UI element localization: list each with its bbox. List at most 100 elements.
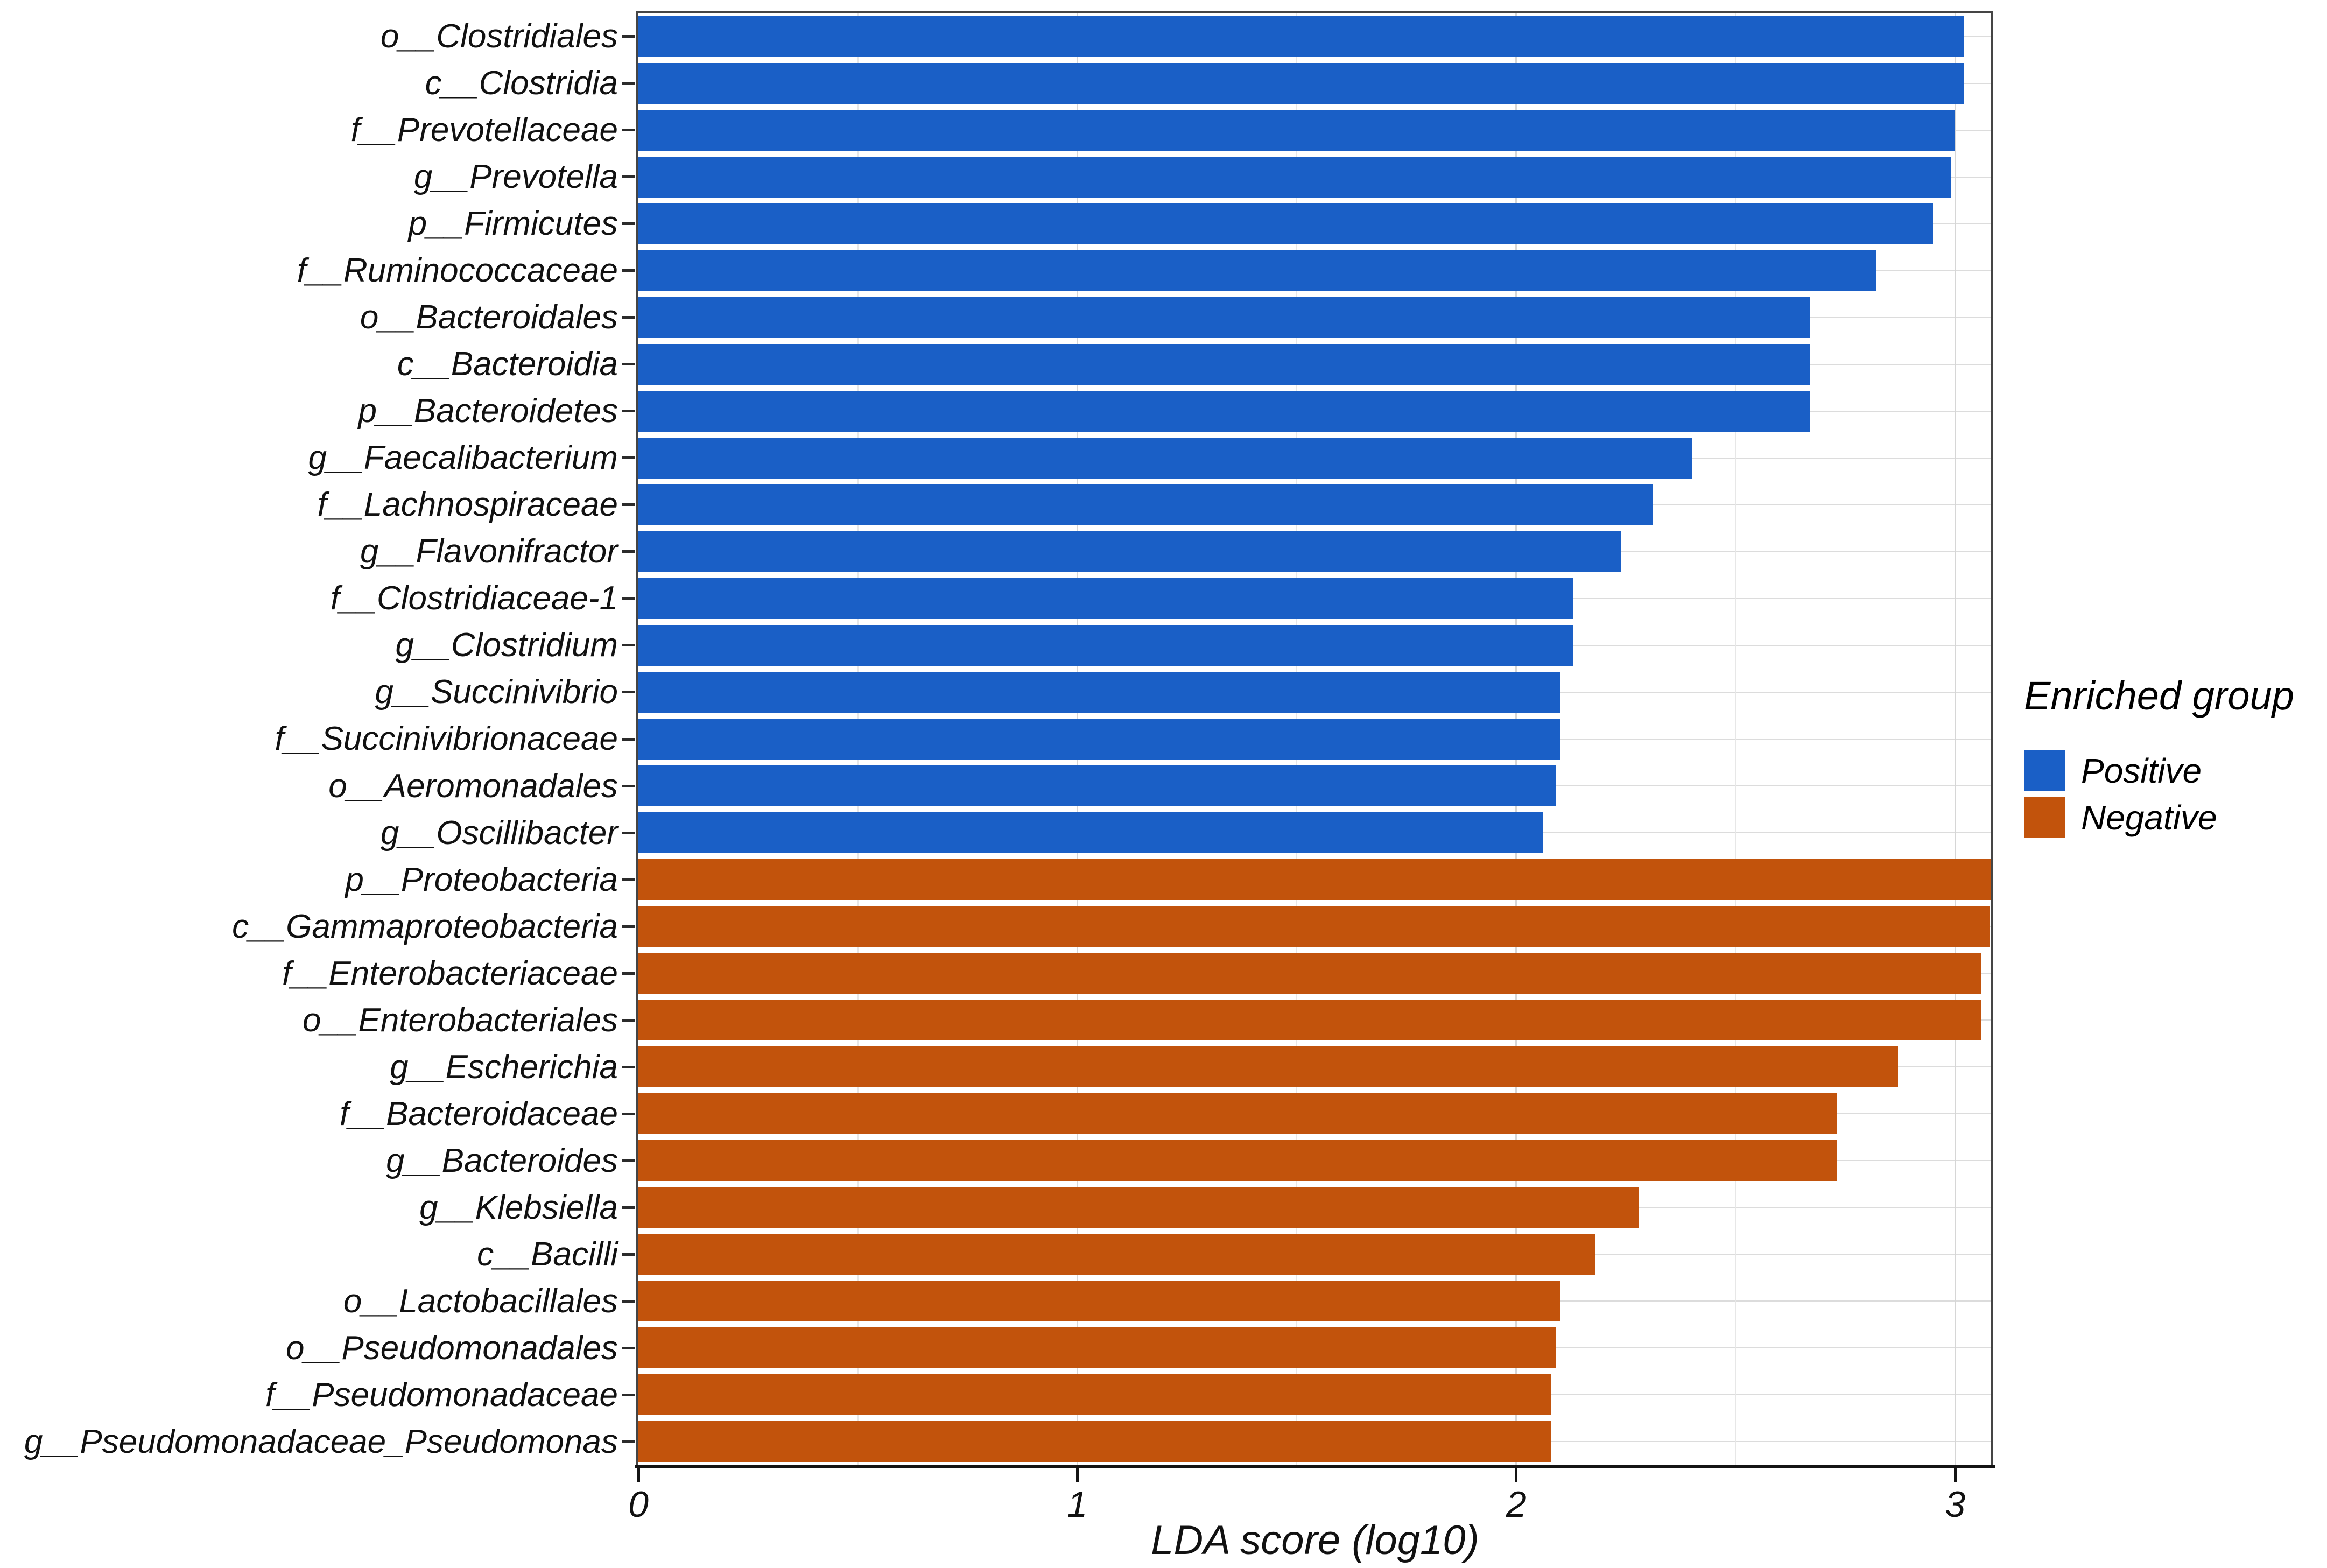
y-axis-tick — [622, 1393, 635, 1396]
x-axis-tick — [1515, 1468, 1518, 1482]
bar — [638, 250, 1876, 291]
y-axis-tick — [622, 972, 635, 975]
y-axis-label: f__Lachnospiraceae — [317, 486, 618, 524]
legend-label-negative: Negative — [2081, 798, 2217, 837]
y-axis-label: o__Clostridiales — [380, 18, 618, 55]
y-axis-label: g__Klebsiella — [419, 1189, 618, 1226]
y-axis-tick — [622, 925, 635, 928]
y-axis-label: o__Lactobacillales — [343, 1282, 618, 1320]
bar — [638, 953, 1982, 994]
y-axis-label: g__Succinivibrio — [375, 673, 618, 711]
y-axis-label: f__Clostridiaceae-1 — [330, 580, 618, 617]
bar — [638, 531, 1622, 572]
y-axis-tick — [622, 878, 635, 881]
bar — [638, 1281, 1560, 1322]
x-axis-title: LDA score (log10) — [1151, 1517, 1479, 1563]
legend-title: Enriched group — [2024, 673, 2294, 718]
bar — [638, 484, 1653, 525]
y-axis-label: c__Gammaproteobacteria — [232, 908, 618, 945]
bar — [638, 859, 1991, 901]
x-axis-tick-label: 2 — [1506, 1484, 1527, 1525]
y-axis-label: g__Prevotella — [413, 158, 618, 196]
bar — [638, 624, 1573, 666]
bar — [638, 343, 1811, 385]
y-axis-tick — [622, 316, 635, 319]
y-axis-tick — [622, 35, 635, 38]
y-axis-tick — [622, 1206, 635, 1209]
y-axis-tick — [622, 456, 635, 460]
y-axis-label: g__Oscillibacter — [380, 814, 618, 852]
y-axis-label: o__Pseudomonadales — [285, 1329, 618, 1367]
y-axis-label: f__Enterobacteriaceae — [282, 954, 618, 992]
bar — [638, 297, 1811, 338]
y-axis-tick — [622, 1018, 635, 1022]
y-axis-tick — [622, 1440, 635, 1443]
v-gridline-minor — [1735, 13, 1737, 1465]
y-axis-label: g__Escherichia — [390, 1048, 618, 1086]
y-axis-tick — [622, 503, 635, 507]
y-axis-label: c__Bacilli — [477, 1235, 618, 1273]
bar — [638, 203, 1934, 244]
bar — [638, 390, 1811, 432]
y-axis-tick — [622, 410, 635, 413]
y-axis-tick — [622, 175, 635, 179]
legend: Enriched group Positive Negative — [2024, 673, 2294, 843]
y-axis-tick — [622, 1159, 635, 1162]
bar — [638, 1093, 1837, 1135]
legend-swatch-positive — [2024, 750, 2065, 791]
legend-item-negative: Negative — [2024, 797, 2294, 839]
bar — [638, 812, 1543, 854]
y-axis-label: p__Bacteroidetes — [358, 392, 618, 430]
y-axis-label: g__Pseudomonadaceae_Pseudomonas — [24, 1423, 618, 1460]
bar — [638, 1234, 1595, 1275]
bar — [638, 1000, 1982, 1041]
y-axis-label: o__Enterobacteriales — [303, 1001, 618, 1039]
y-axis-label: c__Clostridia — [425, 65, 618, 102]
y-axis-tick — [622, 269, 635, 272]
y-axis-label: f__Prevotellaceae — [350, 111, 618, 149]
bar — [638, 1046, 1899, 1088]
bar — [638, 156, 1951, 198]
bar — [638, 62, 1964, 104]
y-axis-label: f__Succinivibrionaceae — [275, 720, 618, 758]
y-axis-label: f__Bacteroidaceae — [339, 1095, 618, 1133]
y-axis-tick — [622, 1299, 635, 1303]
bar — [638, 1421, 1551, 1462]
y-axis-tick — [622, 363, 635, 366]
bar — [638, 16, 1964, 57]
y-axis-label: o__Bacteroidales — [360, 299, 618, 336]
y-axis-tick — [622, 691, 635, 694]
x-axis-tick — [1075, 1468, 1079, 1482]
y-axis-label: o__Aeromonadales — [328, 767, 618, 805]
y-axis-tick — [622, 82, 635, 85]
y-axis-label: c__Bacteroidia — [397, 346, 618, 383]
bar — [638, 1327, 1556, 1369]
y-axis-label: p__Proteobacteria — [345, 861, 618, 898]
x-axis-tick-label: 3 — [1945, 1484, 1966, 1525]
plot-panel — [636, 11, 1993, 1467]
y-axis-tick — [622, 1346, 635, 1349]
x-axis-tick — [1953, 1468, 1957, 1482]
y-axis-tick — [622, 1112, 635, 1115]
bar — [638, 1140, 1837, 1182]
v-gridline-major — [1954, 13, 1956, 1465]
legend-item-positive: Positive — [2024, 750, 2294, 792]
bar — [638, 1374, 1551, 1416]
y-axis-tick — [622, 129, 635, 132]
bar — [638, 437, 1692, 479]
y-axis-tick — [622, 737, 635, 741]
y-axis-label: g__Faecalibacterium — [308, 439, 618, 477]
bar — [638, 671, 1560, 713]
y-axis-tick — [622, 597, 635, 600]
bar — [638, 578, 1573, 619]
y-axis-tick — [622, 550, 635, 553]
y-axis-tick — [622, 1065, 635, 1068]
y-axis-label: g__Flavonifractor — [360, 533, 618, 571]
y-axis-label: f__Pseudomonadaceae — [265, 1376, 618, 1414]
legend-swatch-negative — [2024, 797, 2065, 838]
x-axis-line — [635, 1465, 1995, 1468]
y-axis-tick — [622, 222, 635, 226]
y-axis-tick — [622, 1253, 635, 1256]
legend-label-positive: Positive — [2081, 751, 2202, 790]
